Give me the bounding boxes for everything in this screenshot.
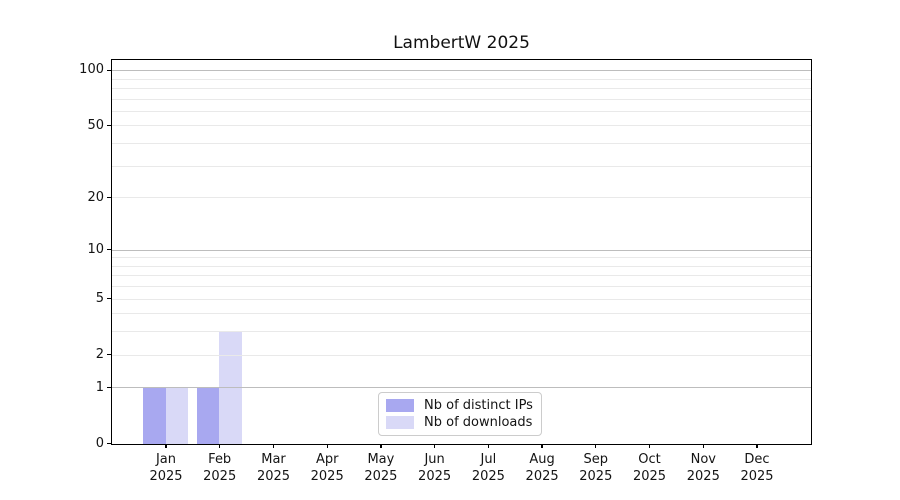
y-tick-label: 20 [87,189,104,205]
legend-item-distinct-ips: Nb of distinct IPs [386,397,533,414]
gridline-minor [112,197,811,199]
x-tick-mark [326,443,328,449]
gridline-minor [112,298,811,300]
y-tick-mark [106,125,112,127]
y-tick-mark [106,249,112,251]
y-tick-label: 10 [87,241,104,257]
y-tick-label: 2 [95,346,104,362]
gridline-minor [112,354,811,356]
x-tick-mark [434,443,436,449]
chart-title: LambertW 2025 [393,33,530,53]
gridline-minor [112,143,811,145]
y-tick-mark [106,443,112,445]
gridline-major [112,387,811,389]
gridline-minor [112,313,811,315]
legend-swatch-downloads [386,416,414,429]
x-tick-label-nov: Nov 2025 [686,452,720,484]
x-tick-mark [380,443,382,449]
gridline-minor [112,110,811,112]
y-tick-label: 1 [95,379,104,395]
gridline-minor [112,275,811,277]
gridline-minor [112,98,811,100]
y-tick-mark [106,196,112,199]
y-tick-mark [106,298,112,300]
legend-label-downloads: Nb of downloads [424,414,533,430]
y-tick-mark [106,387,112,389]
x-tick-mark [595,443,597,449]
x-tick-mark [219,443,221,449]
y-tick-label: 0 [95,435,104,451]
x-tick-label-aug: Aug 2025 [525,452,559,484]
gridline-minor [112,286,811,287]
x-tick-label-jul: Jul 2025 [471,452,505,484]
y-tick-label: 100 [79,62,104,78]
gridline-minor [112,265,811,267]
gridlines-layer [112,60,811,444]
bar-jan-downloads [165,387,188,444]
gridline-minor [112,78,811,80]
x-tick-label-feb: Feb 2025 [203,452,237,484]
gridline-minor [112,331,811,333]
y-tick-mark [106,354,112,356]
legend-label-distinct-ips: Nb of distinct IPs [424,397,533,413]
x-tick-mark [541,443,543,449]
x-tick-label-sep: Sep 2025 [579,452,613,484]
x-tick-mark [648,443,651,449]
x-tick-mark [165,443,167,449]
gridline-major [112,70,811,72]
gridline-minor [112,165,811,167]
x-tick-mark [487,443,489,449]
bar-jan-distinct-ips [143,387,166,444]
x-tick-mark [756,443,758,449]
x-tick-label-jun: Jun 2025 [418,452,452,484]
x-tick-label-mar: Mar 2025 [256,452,291,484]
gridline-major [112,249,811,251]
plot-area [111,59,812,445]
x-tick-mark [702,443,704,449]
y-tick-mark [106,69,112,72]
x-tick-label-may: May 2025 [364,452,398,484]
gridline-minor [112,88,811,89]
x-tick-label-dec: Dec 2025 [740,452,774,484]
x-tick-mark [272,443,275,449]
y-tick-label: 50 [87,117,104,133]
gridline-minor [112,257,811,259]
gridline-minor [112,125,811,127]
x-tick-label-oct: Oct 2025 [632,452,667,484]
legend-swatch-distinct-ips [386,399,414,412]
y-tick-label: 5 [95,290,104,306]
bar-feb-distinct-ips [197,387,220,444]
x-tick-label-apr: Apr 2025 [310,452,344,484]
legend-item-downloads: Nb of downloads [386,414,533,431]
legend: Nb of distinct IPs Nb of downloads [378,392,542,436]
x-tick-label-jan: Jan 2025 [149,452,183,484]
